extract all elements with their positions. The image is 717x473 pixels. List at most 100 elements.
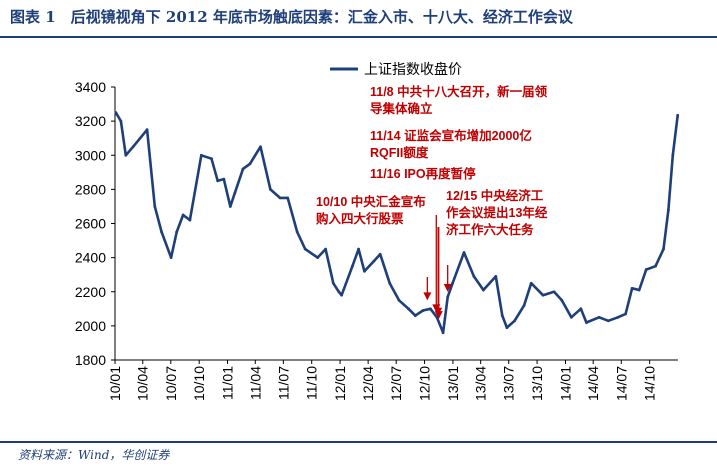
annotation-arrowhead — [434, 311, 443, 320]
data-point — [451, 281, 455, 285]
data-point — [175, 230, 179, 234]
figure-title: 图表 1 后视镜视角下 2012 年底市场触底因素：汇金入市、十八大、经济工作会… — [10, 8, 573, 26]
data-point — [357, 247, 360, 251]
data-point — [579, 307, 583, 311]
annotation-label: 导集体确立 — [370, 101, 433, 116]
y-tick-label: 2200 — [75, 284, 106, 300]
data-point — [441, 331, 445, 335]
data-point — [388, 281, 392, 285]
x-tick-label: 10/04 — [135, 366, 151, 401]
data-point — [513, 319, 516, 323]
data-point — [169, 256, 173, 260]
y-tick-label: 3000 — [75, 147, 106, 163]
data-point — [541, 293, 545, 297]
data-point — [188, 218, 192, 222]
x-tick-label: 13/07 — [501, 366, 517, 401]
annotation-arrowhead — [443, 283, 452, 292]
data-point — [259, 145, 262, 149]
x-tick-label: 11/04 — [247, 366, 263, 400]
y-tick-label: 1800 — [75, 352, 106, 368]
data-point — [124, 153, 128, 157]
data-point — [233, 191, 237, 195]
annotation-label: 11/8 中共十八大召开，新一届领 — [370, 84, 548, 99]
footer-rule — [0, 441, 717, 443]
data-point — [160, 230, 163, 234]
data-point — [569, 315, 573, 319]
x-tick-label: 12/01 — [332, 366, 348, 401]
annotation-label: 10/10 中央汇金宣布 — [316, 194, 426, 209]
x-tick-label: 14/07 — [613, 366, 629, 401]
data-point — [397, 298, 401, 302]
legend: 上证指数收盘价 — [330, 61, 462, 77]
source-note: 资料来源：Wind，华创证券 — [18, 448, 170, 462]
data-point — [597, 315, 601, 319]
y-tick-label: 2000 — [75, 318, 106, 334]
data-point — [181, 213, 185, 217]
x-tick-label: 14/01 — [557, 366, 573, 401]
annotation-label: 12/15 中央经济工 — [446, 188, 544, 203]
data-point — [316, 256, 319, 260]
y-tick-label: 2400 — [75, 250, 106, 266]
data-point — [145, 128, 149, 132]
data-point — [671, 153, 675, 157]
data-point — [644, 268, 648, 271]
y-tick-label: 2800 — [75, 181, 106, 197]
annotation-arrowhead — [423, 292, 432, 301]
data-point — [606, 319, 610, 323]
data-point — [529, 281, 533, 285]
data-point — [500, 314, 504, 318]
x-tick-label: 10/10 — [191, 366, 207, 401]
x-tick-label: 10/07 — [163, 366, 179, 401]
x-tick-label: 13/10 — [529, 366, 545, 401]
data-point — [662, 247, 665, 251]
data-point — [446, 295, 450, 299]
data-point — [114, 111, 118, 114]
data-point — [505, 326, 509, 329]
chart-axes: 1800 2000 2200 2400 2600 2800 3000 3200 3400 10/0… — [75, 79, 678, 401]
data-point — [462, 251, 466, 254]
data-point — [585, 321, 588, 324]
x-tick-label: 11/10 — [304, 366, 320, 400]
series-line — [114, 111, 679, 334]
title-rule — [0, 36, 717, 38]
data-point — [552, 290, 556, 294]
data-point — [278, 196, 282, 200]
data-point — [210, 157, 213, 161]
x-tick-label: 10/01 — [107, 366, 123, 401]
data-point — [616, 315, 620, 319]
y-tick-label: 3200 — [75, 113, 106, 129]
data-point — [199, 153, 203, 157]
data-point — [363, 269, 366, 273]
data-point — [119, 119, 123, 123]
data-point — [429, 307, 432, 311]
data-point — [560, 298, 564, 302]
x-tick-label: 13/04 — [473, 366, 489, 401]
legend-label: 上证指数收盘价 — [364, 61, 462, 77]
annotation-label: RQFII额度 — [370, 145, 429, 160]
annotation-label: 11/16 IPO再度暂停 — [370, 166, 476, 181]
series-layer — [114, 111, 680, 335]
data-point — [522, 304, 526, 307]
x-tick-label: 12/04 — [360, 366, 376, 401]
data-point — [331, 281, 335, 285]
annotation-label: 济工作六大任务 — [446, 222, 534, 237]
x-tick-label: 11/01 — [220, 366, 236, 400]
data-point — [131, 145, 135, 149]
y-tick-label: 3400 — [75, 79, 106, 95]
x-tick-label: 12/10 — [417, 366, 433, 401]
data-point — [472, 274, 476, 278]
data-point — [421, 309, 425, 312]
chart: 1800 2000 2200 2400 2600 2800 3000 3200 3400 10/0… — [75, 61, 680, 401]
x-tick-label: 11/07 — [275, 366, 291, 400]
data-point — [378, 252, 382, 256]
data-point — [222, 177, 226, 181]
data-point — [494, 274, 498, 278]
x-tick-label: 13/01 — [445, 366, 461, 401]
data-point — [216, 179, 220, 183]
data-point — [351, 264, 354, 268]
x-tick-label: 12/07 — [388, 366, 404, 401]
data-point — [303, 247, 307, 251]
annotation-label: 作会议提出13年经 — [446, 205, 548, 220]
data-point — [153, 205, 157, 208]
